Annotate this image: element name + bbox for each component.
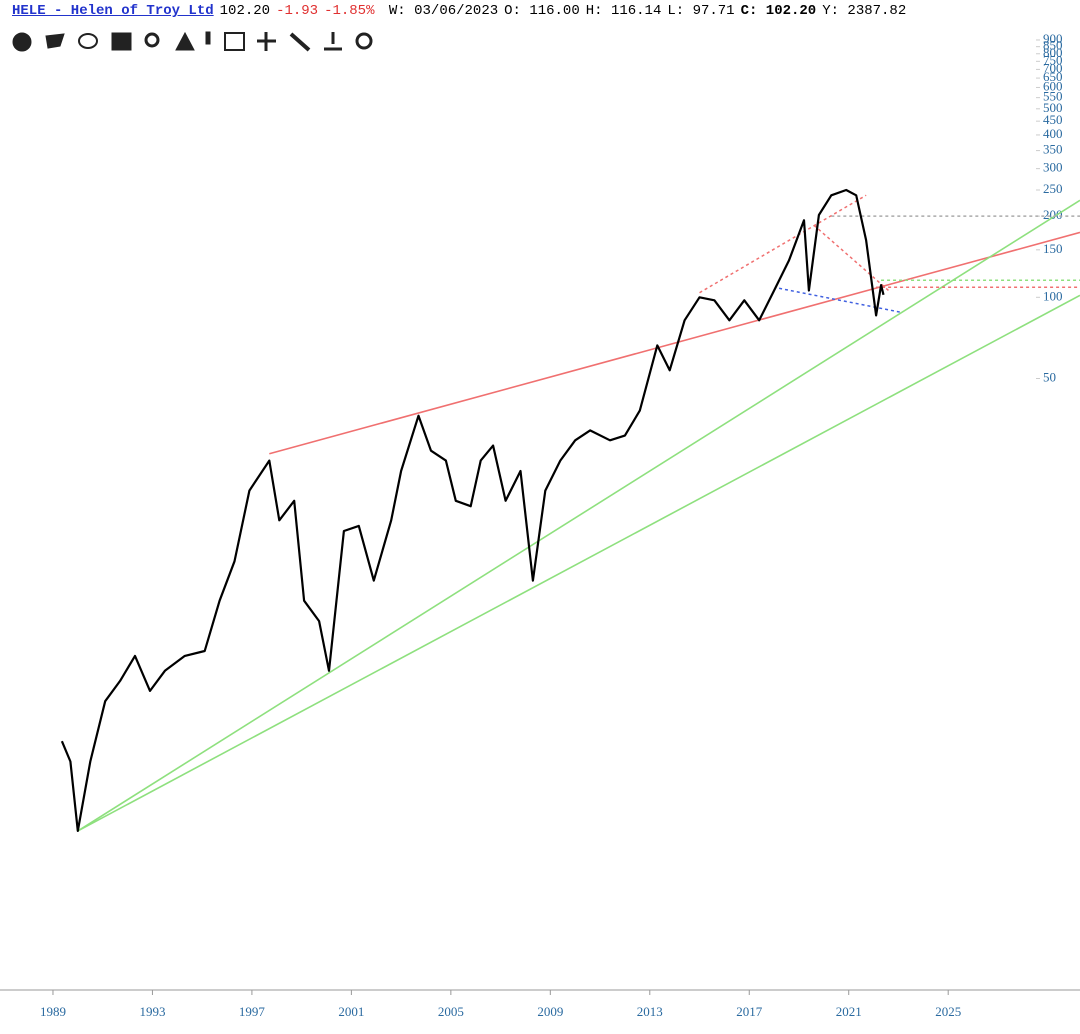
y-tick-label: 850	[1043, 38, 1063, 53]
y-tick-label: 250	[1043, 181, 1063, 196]
y-tick-label: 650	[1043, 69, 1063, 84]
quote-field: O: 116.00	[504, 3, 580, 19]
list-icon[interactable]	[111, 32, 132, 51]
trendline	[813, 224, 890, 292]
ticker-link[interactable]: HELE - Helen of Troy Ltd	[12, 3, 214, 19]
comment-icon[interactable]	[78, 33, 98, 49]
y-tick-label: 700	[1043, 60, 1063, 75]
y-tick-label: 200	[1043, 207, 1063, 222]
x-tick-label: 2001	[338, 1004, 364, 1019]
last-price: 102.20	[219, 3, 271, 19]
link-icon[interactable]	[289, 32, 311, 52]
trendline	[699, 194, 867, 294]
quote-header: HELE - Helen of Troy Ltd 102.20 -1.93 -1.85…	[12, 3, 912, 19]
y-tick-label: 100	[1043, 288, 1063, 303]
dashboard-icon[interactable]	[12, 32, 32, 52]
y-tick-label: 150	[1043, 241, 1063, 256]
trendline	[778, 287, 902, 314]
y-tick-label: 500	[1043, 100, 1063, 115]
refresh-icon[interactable]	[355, 32, 373, 50]
trendline	[77, 294, 1080, 832]
trendline	[269, 231, 1080, 455]
quote-field: H: 116.14	[585, 3, 662, 19]
move-icon[interactable]	[257, 32, 276, 51]
x-tick-label: 1989	[40, 1004, 66, 1019]
y-tick-label: 400	[1043, 126, 1063, 141]
change: -1.93	[276, 3, 319, 19]
y-tick-label: 50	[1043, 369, 1056, 384]
x-tick-label: 1997	[239, 1004, 266, 1019]
calendar-icon[interactable]	[224, 32, 245, 51]
y-tick-label: 450	[1043, 112, 1063, 127]
quote-field: Y: 2387.82	[822, 3, 907, 19]
x-tick-label: 2005	[438, 1004, 464, 1019]
change-pct: -1.85%	[324, 3, 375, 19]
y-tick-label: 800	[1043, 45, 1063, 60]
quote-field: W: 03/06/2023	[388, 3, 499, 19]
y-tick-label: 300	[1043, 160, 1063, 175]
alert-icon[interactable]	[205, 31, 211, 45]
quote-field: C: 102.20	[740, 3, 817, 19]
toolbar	[12, 31, 373, 52]
y-tick-label: 550	[1043, 89, 1063, 104]
trendline	[77, 199, 1080, 832]
twitter-icon[interactable]	[45, 33, 65, 49]
search-icon[interactable]	[144, 32, 160, 48]
y-tick-label: 350	[1043, 142, 1063, 157]
x-tick-label: 2009	[537, 1004, 563, 1019]
download-icon[interactable]	[324, 32, 342, 51]
quote-field: L: 97.71	[667, 3, 735, 19]
triangle-icon[interactable]	[175, 31, 195, 51]
x-tick-label: 2021	[836, 1004, 862, 1019]
x-tick-label: 2013	[637, 1004, 663, 1019]
x-tick-label: 1993	[139, 1004, 165, 1019]
y-tick-label: 900	[1043, 31, 1063, 46]
y-tick-label: 750	[1043, 52, 1063, 67]
x-tick-label: 2025	[935, 1004, 961, 1019]
price-line	[60, 188, 885, 832]
x-tick-label: 2017	[736, 1004, 763, 1019]
y-tick-label: 600	[1043, 78, 1063, 93]
